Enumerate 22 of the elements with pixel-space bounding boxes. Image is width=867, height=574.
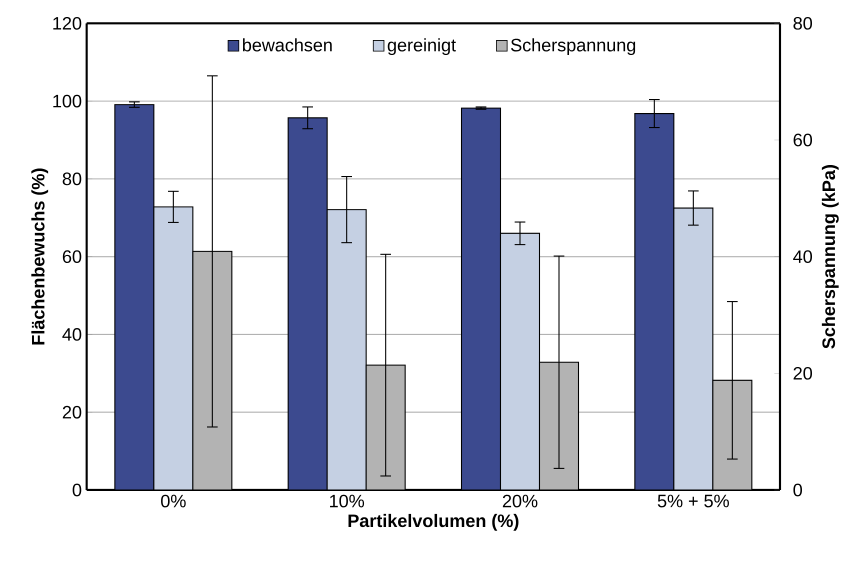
x-tick-label: 0% — [161, 494, 186, 508]
x-tick-label: 5% + 5% — [658, 494, 729, 508]
y2-tick-label: 60 — [794, 134, 812, 146]
y-tick-label: 80 — [62, 172, 82, 186]
y2-tick-label: 0 — [793, 484, 802, 496]
legend-label: bewachsen — [242, 38, 332, 52]
y-tick-label: 120 — [53, 16, 82, 30]
legend-label: Scherspannung — [511, 38, 636, 56]
y2-tick-label: 80 — [793, 16, 812, 30]
y-tick-label: 0 — [72, 484, 82, 496]
y2-tick-label: 20 — [794, 366, 812, 380]
x-tick-label: 20% — [502, 494, 538, 508]
y-tick-label: 40 — [62, 328, 82, 341]
legend-label: gereinigt — [388, 38, 456, 56]
y-tick-label: 60 — [62, 250, 82, 264]
y-tick-label: 20 — [62, 406, 82, 419]
y2-tick-label: 40 — [793, 250, 812, 264]
x-tick-label: 10% — [330, 494, 364, 508]
x-axis-title: Partikelvolumen (%) — [348, 514, 518, 531]
y-axis-title: Flächenbewuchs (%) — [31, 168, 48, 344]
y2-axis-title: Scherspannung (kPa) — [822, 165, 839, 349]
y-tick-label: 100 — [53, 94, 82, 108]
